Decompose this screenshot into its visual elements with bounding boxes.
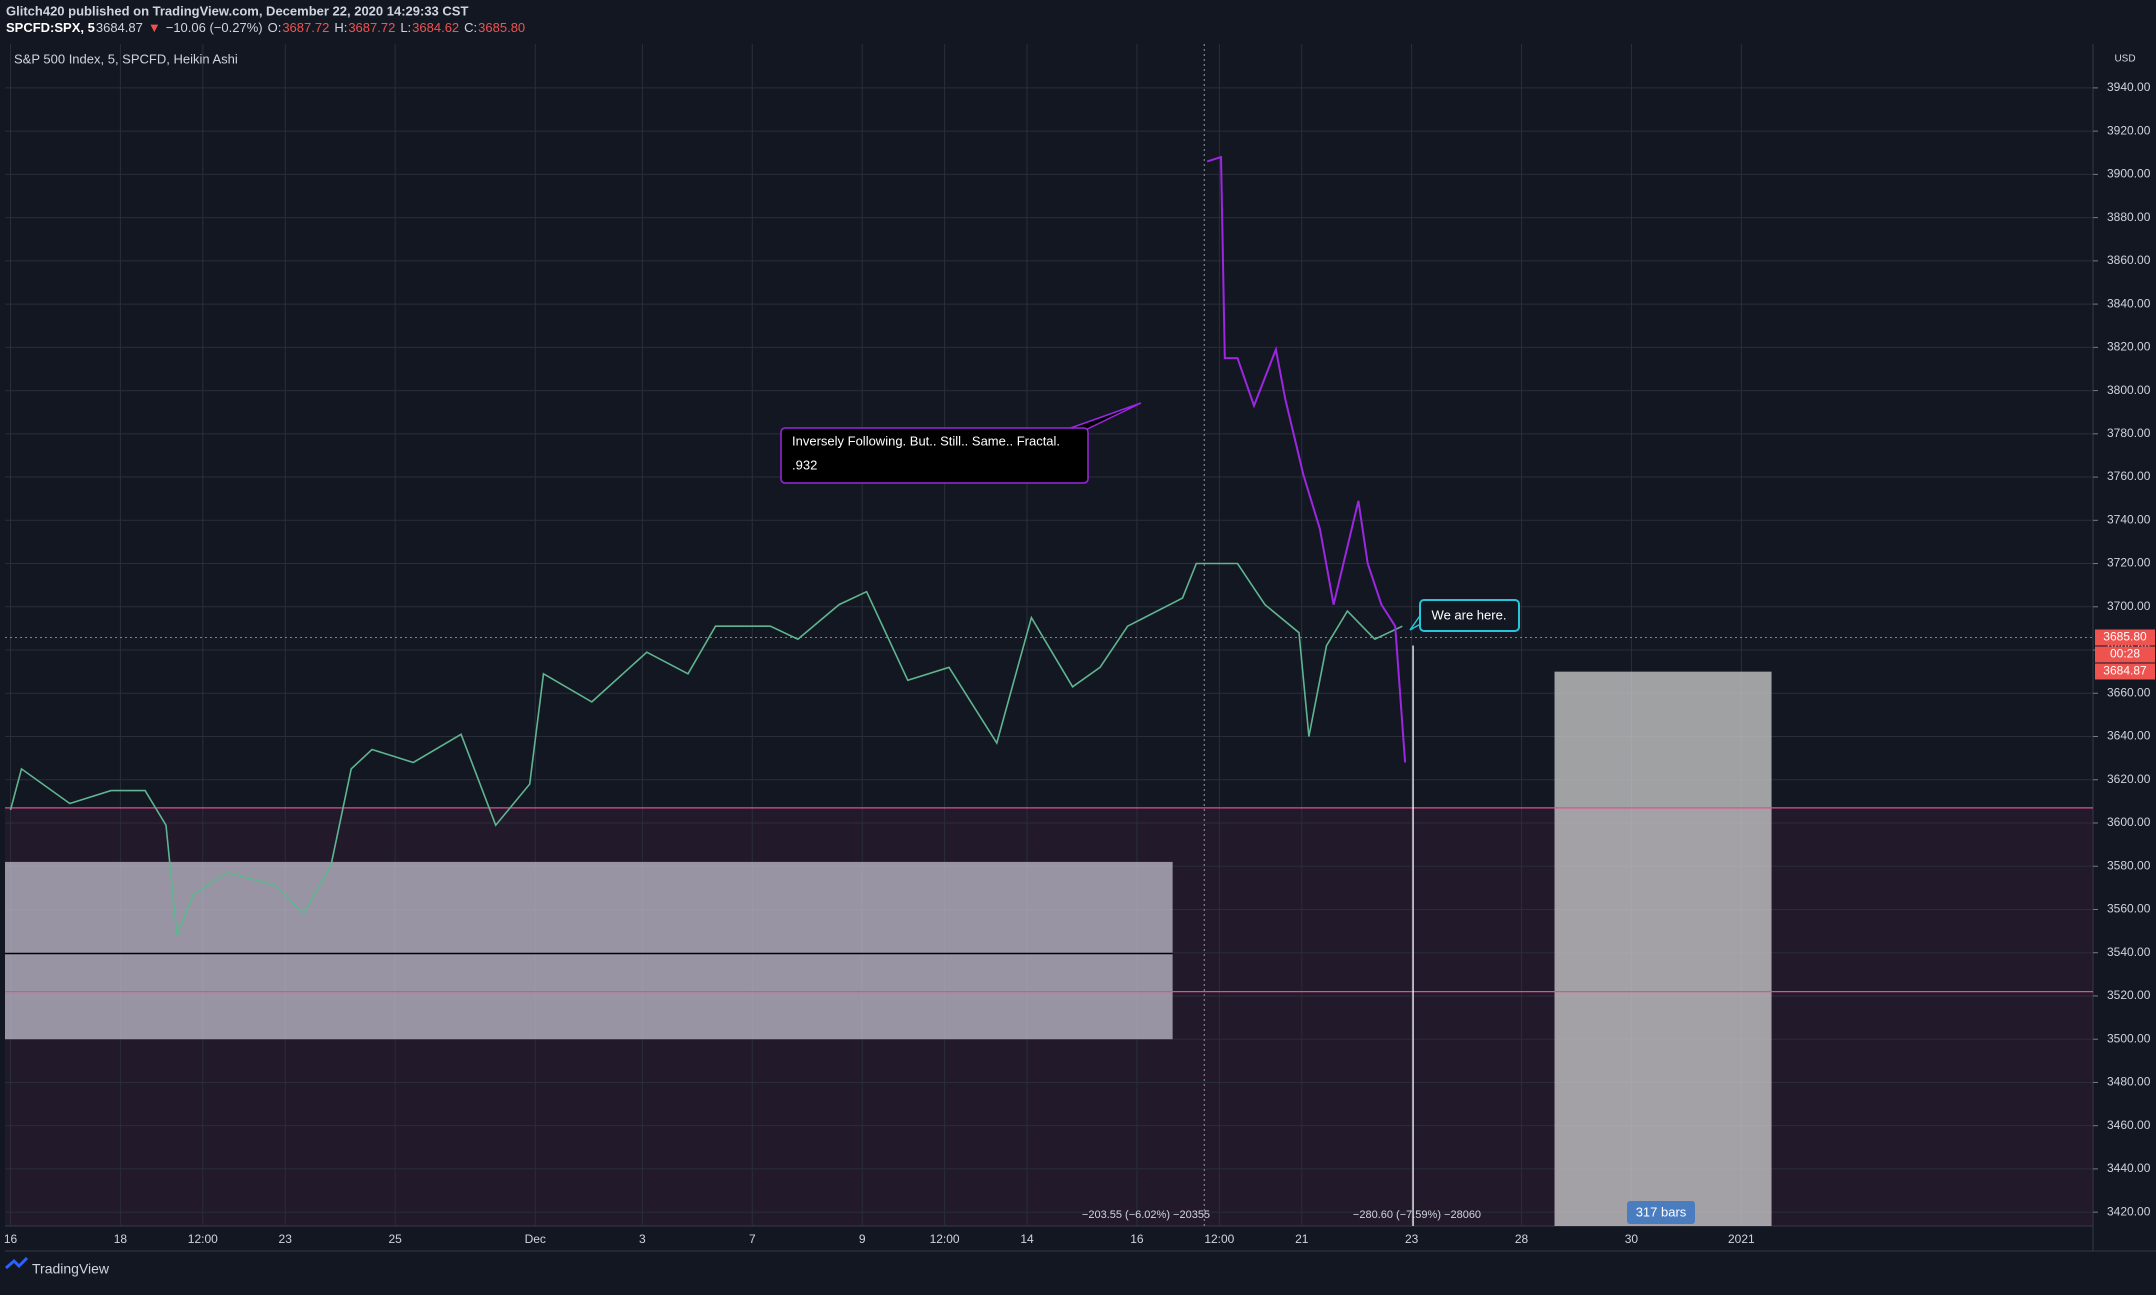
x-tick-label: 23	[1405, 1232, 1419, 1246]
measure-label: −203.55 (−6.02%) −20355	[1082, 1209, 1210, 1221]
callout-box	[780, 427, 1089, 484]
y-tick-label: 3940.00	[2107, 80, 2151, 94]
measure-label: −280.60 (−7.59%) −28060	[1353, 1209, 1481, 1221]
x-tick-label: 23	[279, 1232, 293, 1246]
y-tick-label: 3920.00	[2107, 123, 2151, 137]
y-tick-label: 3840.00	[2107, 296, 2151, 310]
y-tick-label: 3700.00	[2107, 599, 2151, 613]
y-tick-label: 3900.00	[2107, 167, 2151, 181]
quote-part: 3684.87	[96, 20, 143, 35]
callout-text: .932	[792, 457, 817, 472]
quote-part: L:	[400, 20, 411, 35]
x-tick-label: 14	[1020, 1232, 1034, 1246]
y-tick-label: 3540.00	[2107, 945, 2151, 959]
y-tick-label: 3800.00	[2107, 383, 2151, 397]
y-tick-label: 3460.00	[2107, 1118, 2151, 1132]
quote-part: SPCFD:SPX, 5	[6, 20, 95, 35]
price-tag-label: 3685.80	[2103, 630, 2147, 644]
countdown: 00:28	[2110, 647, 2140, 661]
quote-part: H:	[334, 20, 347, 35]
price-line-series	[1206, 155, 1407, 763]
y-tick-label: 3780.00	[2107, 426, 2151, 440]
price-line-series	[9, 562, 1403, 936]
quote-line: SPCFD:SPX, 53684.87 ▼ −10.06 (−0.27%) O:368…	[6, 20, 525, 35]
quote-part: 3684.62	[412, 20, 459, 35]
y-tick-label: 3440.00	[2107, 1161, 2151, 1175]
y-tick-label: 3720.00	[2107, 556, 2151, 570]
y-tick-label: 3760.00	[2107, 469, 2151, 483]
y-tick-label: 3660.00	[2107, 685, 2151, 699]
bars-box	[1627, 1201, 1695, 1224]
x-tick-label: 9	[859, 1232, 866, 1246]
quote-part: −10.06 (−0.27%)	[166, 20, 263, 35]
countdown-tag	[2095, 646, 2155, 663]
y-tick-label: 3740.00	[2107, 512, 2151, 526]
chart-title: S&P 500 Index, 5, SPCFD, Heikin Ashi	[14, 51, 238, 66]
x-tick-label: 3	[639, 1232, 646, 1246]
price-tag-label: 3684.87	[2103, 664, 2147, 678]
x-tick-label: 16	[4, 1232, 18, 1246]
y-tick-label: 3580.00	[2107, 858, 2151, 872]
x-tick-label: 21	[1295, 1232, 1309, 1246]
marker-text: We are here.	[1432, 607, 1507, 622]
callout-tail	[1064, 402, 1142, 436]
zone-box	[5, 861, 1173, 1040]
quote-part: 3687.72	[282, 20, 329, 35]
publisher: Glitch420 published on TradingView.com, …	[6, 3, 468, 18]
x-tick-label: Dec	[525, 1232, 546, 1246]
y-tick-label: 3820.00	[2107, 340, 2151, 354]
quote-part: ▼	[148, 20, 161, 35]
quote-part: 3685.80	[478, 20, 525, 35]
y-tick-label: 3860.00	[2107, 253, 2151, 267]
y-tick-label: 3640.00	[2107, 729, 2151, 743]
marker-box	[1419, 599, 1520, 632]
x-tick-label: 12:00	[1204, 1232, 1234, 1246]
x-tick-label: 16	[1130, 1232, 1144, 1246]
y-tick-label: 3620.00	[2107, 772, 2151, 786]
x-tick-label: 7	[749, 1232, 756, 1246]
x-tick-label: 12:00	[930, 1232, 960, 1246]
y-tick-label: 3600.00	[2107, 815, 2151, 829]
logo	[5, 1256, 29, 1270]
y-tick-label: 3880.00	[2107, 210, 2151, 224]
y-tick-label: 3500.00	[2107, 1031, 2151, 1045]
x-tick-label: 12:00	[188, 1232, 218, 1246]
currency: USD	[2114, 54, 2135, 65]
callout-text: Inversely Following. But.. Still.. Same.…	[792, 433, 1060, 448]
projection-box	[1554, 671, 1772, 1226]
x-tick-label: 2021	[1728, 1232, 1755, 1246]
quote-part: C:	[464, 20, 477, 35]
x-tick-label: 30	[1625, 1232, 1639, 1246]
brand: TradingView	[32, 1261, 110, 1277]
y-tick-label: 3480.00	[2107, 1075, 2151, 1089]
price-tag	[2095, 663, 2155, 680]
quote-part: O:	[268, 20, 282, 35]
y-tick-label: 3420.00	[2107, 1204, 2151, 1218]
x-tick-label: 18	[114, 1232, 128, 1246]
y-tick-label: 3560.00	[2107, 902, 2151, 916]
quote-part: 3687.72	[348, 20, 395, 35]
y-tick-label: 3520.00	[2107, 988, 2151, 1002]
bars-label: 317 bars	[1636, 1204, 1687, 1219]
x-tick-label: 28	[1515, 1232, 1529, 1246]
price-tag	[2095, 629, 2155, 646]
x-tick-label: 25	[388, 1232, 402, 1246]
